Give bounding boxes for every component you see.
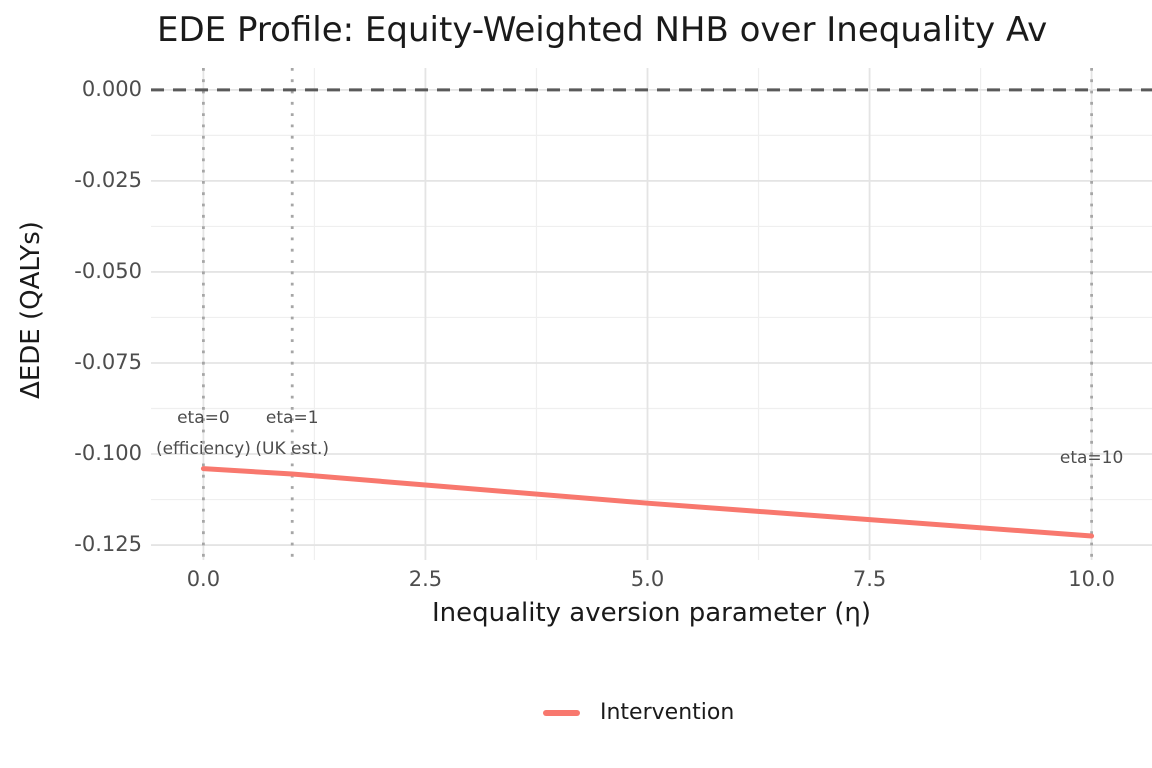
annotation-label: (UK est.) xyxy=(255,438,330,459)
y-tick-label: -0.025 xyxy=(74,167,142,192)
y-tick-label: -0.125 xyxy=(74,532,142,557)
legend-label: Intervention xyxy=(600,700,735,725)
legend-line-swatch xyxy=(543,709,580,716)
y-tick-label: 0.000 xyxy=(81,76,142,101)
plot-canvas xyxy=(151,68,1152,560)
chart-title: EDE Profile: Equity-Weighted NHB over In… xyxy=(157,10,1048,50)
plot-area xyxy=(151,68,1152,560)
y-tick-label: -0.100 xyxy=(74,441,142,466)
x-axis-title: Inequality aversion parameter (η) xyxy=(431,598,872,628)
x-tick-label: 7.5 xyxy=(852,567,887,591)
annotation-label: (efficiency) xyxy=(155,438,251,459)
x-tick-label: 5.0 xyxy=(630,567,665,591)
y-tick-label: -0.075 xyxy=(74,349,142,374)
x-tick-label: 2.5 xyxy=(408,567,443,591)
series-line-intervention xyxy=(200,466,1095,539)
annotation-label: eta=1 xyxy=(265,407,319,428)
x-tick-label: 0.0 xyxy=(186,567,221,591)
y-tick-label: -0.050 xyxy=(74,258,142,283)
x-tick-label: 10.0 xyxy=(1068,567,1115,591)
legend: Intervention xyxy=(543,700,734,725)
annotation-label: eta=0 xyxy=(177,407,230,428)
annotation-label: eta=10 xyxy=(1059,447,1124,468)
